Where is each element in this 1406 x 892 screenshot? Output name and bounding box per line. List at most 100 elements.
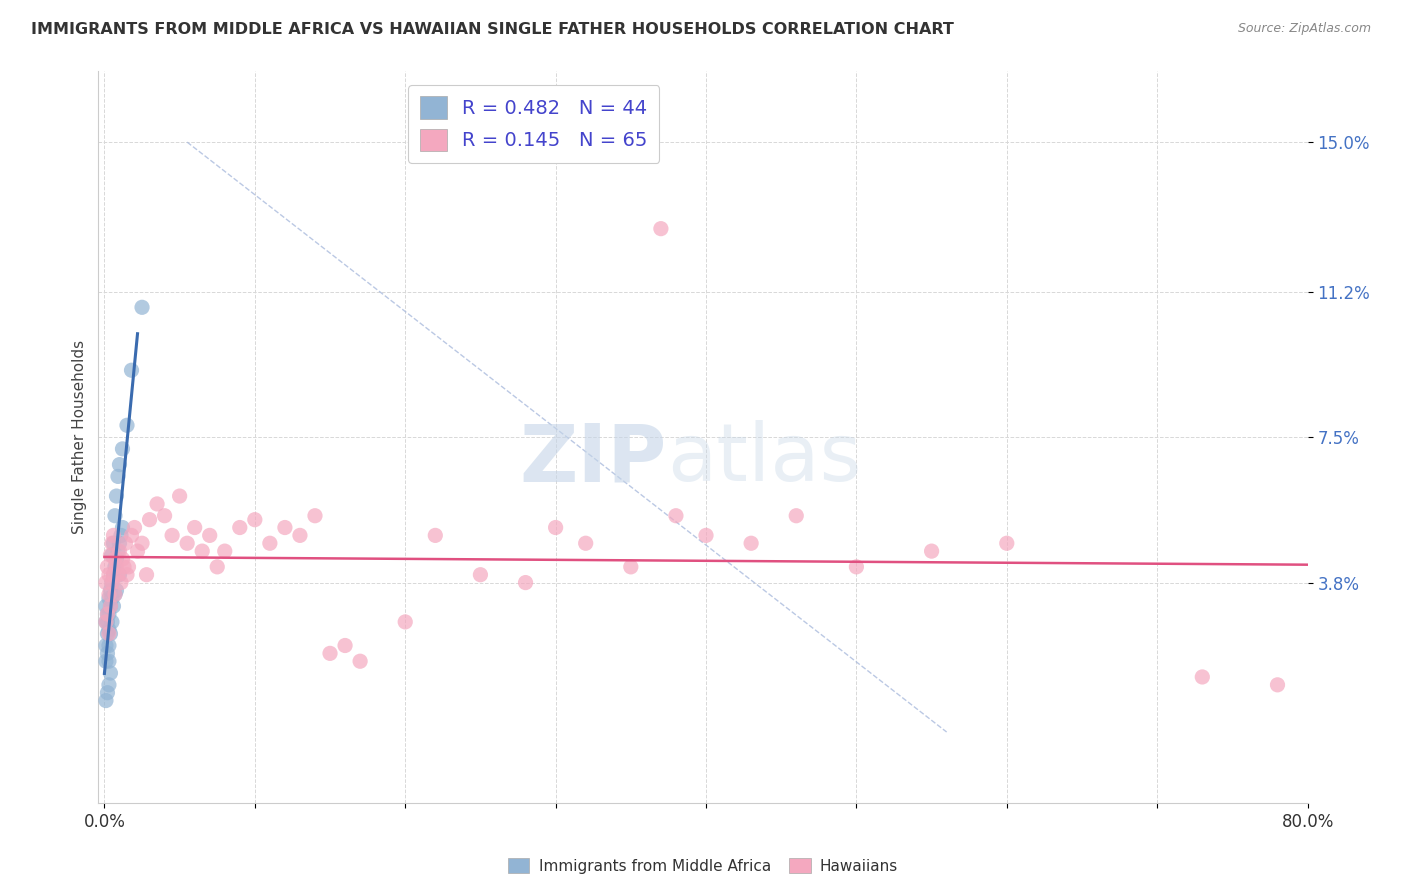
Point [198, 528, 221, 542]
Point [117, 559, 139, 574]
Text: IMMIGRANTS FROM MIDDLE AFRICA VS HAWAIIAN SINGLE FATHER HOUSEHOLDS CORRELATION C: IMMIGRANTS FROM MIDDLE AFRICA VS HAWAIIA… [31, 22, 953, 37]
Point [229, 520, 252, 534]
Point [108, 536, 131, 550]
Point [115, 418, 138, 433]
Point [544, 520, 567, 534]
Point [97, 654, 120, 668]
Point [96, 626, 118, 640]
Point [319, 646, 342, 660]
Point [97, 607, 120, 621]
Point [103, 528, 125, 542]
Point [101, 575, 124, 590]
Point [650, 221, 672, 235]
Point [101, 591, 124, 606]
Point [105, 559, 128, 574]
Point [97, 639, 120, 653]
Point [94, 654, 117, 668]
Point [288, 528, 311, 542]
Point [108, 458, 131, 472]
Point [207, 559, 229, 574]
Point [127, 544, 149, 558]
Point [115, 567, 138, 582]
Point [101, 536, 124, 550]
Point [111, 552, 134, 566]
Point [620, 559, 643, 574]
Point [101, 548, 124, 562]
Point [135, 567, 157, 582]
Point [107, 544, 129, 558]
Point [110, 528, 132, 542]
Point [110, 575, 132, 590]
Point [169, 489, 191, 503]
Point [333, 639, 356, 653]
Point [176, 536, 198, 550]
Point [274, 520, 297, 534]
Point [107, 567, 129, 582]
Legend: R = 0.482   N = 44, R = 0.145   N = 65: R = 0.482 N = 44, R = 0.145 N = 65 [408, 85, 659, 162]
Point [100, 626, 122, 640]
Point [665, 508, 688, 523]
Point [105, 489, 128, 503]
Point [111, 442, 134, 456]
Point [96, 686, 118, 700]
Point [101, 615, 124, 629]
Point [131, 536, 153, 550]
Point [1267, 678, 1289, 692]
Point [107, 469, 129, 483]
Point [695, 528, 717, 542]
Point [111, 520, 134, 534]
Point [100, 599, 122, 614]
Point [103, 567, 125, 582]
Point [103, 536, 125, 550]
Point [114, 536, 136, 550]
Point [94, 599, 117, 614]
Point [97, 626, 120, 640]
Point [97, 623, 120, 637]
Point [183, 520, 205, 534]
Point [100, 583, 122, 598]
Point [100, 548, 122, 562]
Point [146, 497, 169, 511]
Point [785, 508, 807, 523]
Point [153, 508, 176, 523]
Text: ZIP: ZIP [519, 420, 666, 498]
Point [104, 587, 127, 601]
Point [105, 552, 128, 566]
Point [121, 528, 143, 542]
Point [97, 587, 120, 601]
Point [103, 567, 125, 582]
Point [103, 599, 125, 614]
Legend: Immigrants from Middle Africa, Hawaiians: Immigrants from Middle Africa, Hawaiians [502, 852, 904, 880]
Point [94, 693, 117, 707]
Point [394, 615, 416, 629]
Point [740, 536, 762, 550]
Point [259, 536, 281, 550]
Y-axis label: Single Father Households: Single Father Households [72, 340, 87, 534]
Point [243, 513, 266, 527]
Point [515, 575, 537, 590]
Point [160, 528, 183, 542]
Point [191, 544, 214, 558]
Point [131, 301, 153, 315]
Point [1191, 670, 1213, 684]
Point [96, 559, 118, 574]
Point [96, 615, 118, 629]
Point [94, 615, 117, 629]
Point [94, 615, 117, 629]
Point [97, 567, 120, 582]
Point [575, 536, 598, 550]
Point [214, 544, 236, 558]
Point [104, 508, 127, 523]
Point [100, 666, 122, 681]
Point [100, 599, 122, 614]
Point [921, 544, 943, 558]
Point [104, 552, 127, 566]
Point [425, 528, 447, 542]
Point [845, 559, 868, 574]
Point [96, 646, 118, 660]
Point [104, 559, 127, 574]
Point [96, 607, 118, 621]
Point [96, 607, 118, 621]
Point [121, 363, 143, 377]
Point [101, 575, 124, 590]
